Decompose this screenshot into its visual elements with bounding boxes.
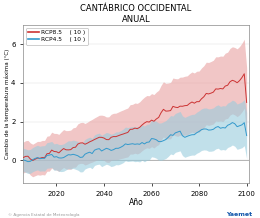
X-axis label: Año: Año <box>129 198 144 207</box>
Text: Yaemet: Yaemet <box>226 212 252 217</box>
Legend: RCP8.5    ( 10 ), RCP4.5    ( 10 ): RCP8.5 ( 10 ), RCP4.5 ( 10 ) <box>26 28 88 44</box>
Text: © Agencia Estatal de Meteorología: © Agencia Estatal de Meteorología <box>8 213 79 217</box>
Y-axis label: Cambio de la temperatura máxima (°C): Cambio de la temperatura máxima (°C) <box>4 49 10 159</box>
Title: CANTÁBRICO OCCIDENTAL
ANUAL: CANTÁBRICO OCCIDENTAL ANUAL <box>81 4 192 24</box>
